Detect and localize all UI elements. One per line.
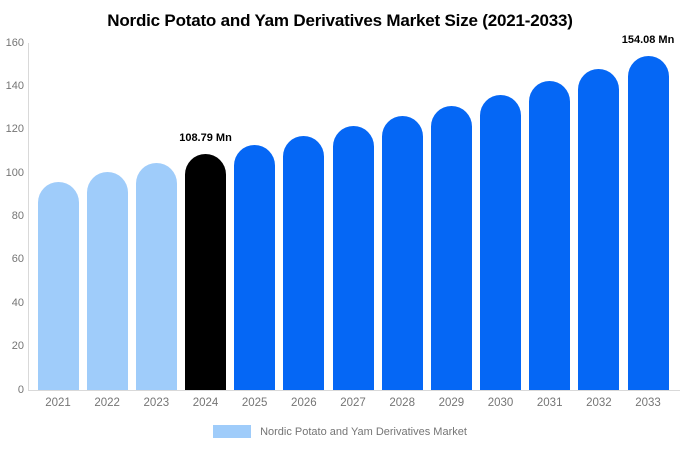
bar-2021[interactable]	[37, 181, 79, 390]
x-tick-label-2031: 2031	[536, 397, 563, 409]
x-tick-label-2033: 2033	[635, 397, 661, 409]
legend-label: Nordic Potato and Yam Derivatives Market	[260, 425, 467, 438]
bar-2030[interactable]	[480, 94, 522, 390]
bar-2028[interactable]	[381, 116, 423, 390]
x-tick-label-2028: 2028	[389, 397, 415, 409]
bar-2024[interactable]	[185, 154, 226, 390]
x-tick-label-2021: 2021	[45, 397, 71, 409]
y-tick-label-80: 80	[11, 210, 24, 223]
bar-2031[interactable]	[529, 81, 571, 390]
bar-2033[interactable]	[627, 56, 669, 390]
bar-2022[interactable]	[86, 172, 128, 390]
bar-2026[interactable]	[283, 135, 325, 390]
bar-2029[interactable]	[430, 105, 472, 390]
y-tick-label-60: 60	[11, 253, 24, 266]
bar-2023[interactable]	[135, 163, 177, 390]
legend[interactable]: Nordic Potato and Yam Derivatives Market	[0, 425, 680, 438]
y-tick-label-140: 140	[5, 80, 24, 93]
x-tick-label-2026: 2026	[291, 397, 317, 409]
bar-value-label-2024: 108.79 Mn	[179, 132, 232, 145]
bar-2027[interactable]	[332, 125, 374, 390]
y-tick-label-120: 120	[5, 123, 24, 136]
y-tick-label-100: 100	[5, 166, 24, 179]
x-tick-label-2023: 2023	[143, 397, 170, 409]
x-tick-label-2030: 2030	[487, 397, 514, 409]
bar-2025[interactable]	[234, 145, 276, 390]
x-tick-label-2029: 2029	[438, 397, 465, 409]
y-tick-label-40: 40	[11, 296, 24, 309]
x-tick-label-2025: 2025	[241, 397, 268, 409]
x-tick-label-2022: 2022	[94, 397, 120, 409]
legend-swatch	[213, 425, 252, 438]
x-tick-label-2027: 2027	[340, 397, 366, 409]
x-tick-label-2032: 2032	[586, 397, 612, 409]
x-axis-line	[28, 390, 680, 391]
chart-title: Nordic Potato and Yam Derivatives Market…	[107, 11, 573, 30]
y-axis-line	[28, 43, 29, 390]
y-tick-label-0: 0	[17, 383, 24, 396]
bar-value-label-2033: 154.08 Mn	[621, 34, 675, 47]
bar-2032[interactable]	[578, 69, 620, 390]
y-tick-label-160: 160	[5, 36, 24, 49]
x-tick-label-2024: 2024	[192, 397, 219, 409]
y-tick-label-20: 20	[11, 340, 24, 353]
